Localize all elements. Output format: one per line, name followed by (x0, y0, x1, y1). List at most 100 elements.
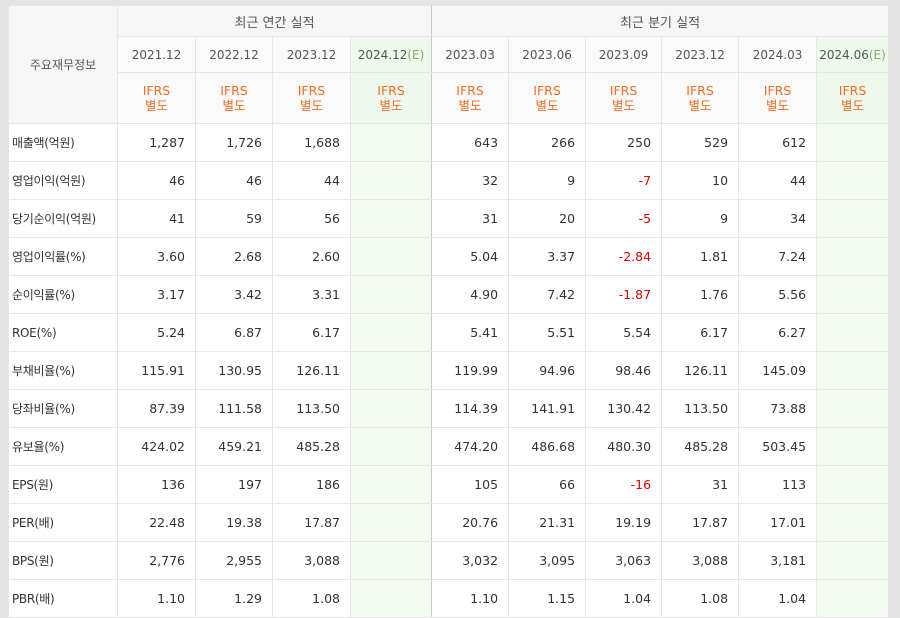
accounting-type: 별도 (688, 98, 712, 113)
value-cell: -7 (585, 161, 663, 200)
value-cell: 1,726 (195, 123, 273, 162)
value-cell: 7.24 (738, 237, 818, 276)
accounting-basis: IFRS 별도 (195, 72, 273, 124)
value-cell: 20 (508, 199, 587, 238)
accounting-basis: IFRS 별도 (117, 72, 196, 124)
value-cell: 44 (272, 161, 351, 200)
value-cell: 126.11 (661, 351, 740, 390)
value-cell: 3,063 (585, 541, 663, 580)
value-cell: 9 (508, 161, 587, 200)
period-header: 2021.12 (117, 36, 196, 73)
table-row: 순이익률(%) 3.17 3.42 3.31 4.90 7.42 -1.87 1.76 5.56 (8, 275, 888, 314)
value-cell: 22.48 (117, 503, 196, 542)
value-cell: 17.87 (661, 503, 740, 542)
value-cell (816, 427, 888, 466)
value-cell (349, 427, 433, 466)
accounting-standard: IFRS (609, 83, 638, 98)
row-label: PBR(배) (8, 579, 118, 618)
table-row: 영업이익(억원) 46 46 44 32 9 -7 10 44 (8, 161, 888, 200)
value-cell: 424.02 (117, 427, 196, 466)
row-label: 영업이익(억원) (8, 161, 118, 200)
table-row: 당좌비율(%) 87.39 111.58 113.50 114.39 141.91 130.… (8, 389, 888, 428)
value-cell: 1.81 (661, 237, 740, 276)
accounting-standard: IFRS (297, 83, 326, 98)
value-cell: 113 (738, 465, 818, 504)
accounting-basis: IFRS 별도 (431, 72, 510, 124)
value-cell: 31 (431, 199, 510, 238)
value-cell: 3,095 (508, 541, 587, 580)
value-cell (349, 313, 433, 352)
table-body: 매출액(억원) 1,287 1,726 1,688 643 266 250 529 612 영업이… (8, 123, 888, 618)
value-cell: 17.01 (738, 503, 818, 542)
value-cell: 46 (195, 161, 273, 200)
value-cell: 3,181 (738, 541, 818, 580)
value-cell: 115.91 (117, 351, 196, 390)
value-cell: 119.99 (431, 351, 510, 390)
accounting-type: 별도 (841, 98, 865, 113)
accounting-basis: IFRS 별도 (661, 72, 740, 124)
value-cell: 5.51 (508, 313, 587, 352)
value-cell: 114.39 (431, 389, 510, 428)
period-label: 2023.06 (522, 47, 572, 62)
value-cell: 186 (272, 465, 351, 504)
value-cell: 1,688 (272, 123, 351, 162)
value-cell: 3.37 (508, 237, 587, 276)
value-cell (349, 579, 433, 618)
accounting-basis: IFRS 별도 (738, 72, 818, 124)
period-header: 2024.12(E) (349, 36, 433, 73)
period-header-row: 2021.12 2022.12 2023.12 2024.12(E) 2023.03 20… (9, 36, 888, 73)
row-label: 매출액(억원) (8, 123, 118, 162)
period-header: 2023.12 (661, 36, 740, 73)
accounting-type: 별도 (766, 98, 790, 113)
value-cell: 4.90 (431, 275, 510, 314)
value-cell: 73.88 (738, 389, 818, 428)
value-cell (816, 313, 888, 352)
value-cell (816, 161, 888, 200)
accounting-basis: IFRS 별도 (585, 72, 663, 124)
value-cell: 145.09 (738, 351, 818, 390)
value-cell: 1,287 (117, 123, 196, 162)
value-cell: 87.39 (117, 389, 196, 428)
value-cell: 1.10 (431, 579, 510, 618)
value-cell: 32 (431, 161, 510, 200)
value-cell: 21.31 (508, 503, 587, 542)
accounting-standard: IFRS (142, 83, 171, 98)
row-label: 당좌비율(%) (8, 389, 118, 428)
accounting-type: 별도 (612, 98, 636, 113)
table-row: 유보율(%) 424.02 459.21 485.28 474.20 486.68 480.… (8, 427, 888, 466)
period-header: 2023.06 (508, 36, 587, 73)
value-cell (816, 123, 888, 162)
financial-table: 주요재무정보 최근 연간 실적 최근 분기 실적 2021.12 2022.12 2… (8, 5, 888, 618)
value-cell: 643 (431, 123, 510, 162)
period-label: 2023.12 (286, 47, 337, 62)
table-row: 매출액(억원) 1,287 1,726 1,688 643 266 250 529 612 (8, 123, 888, 162)
value-cell: 20.76 (431, 503, 510, 542)
row-label: 부채비율(%) (8, 351, 118, 390)
value-cell (349, 389, 433, 428)
value-cell: 6.87 (195, 313, 273, 352)
period-header: 2022.12 (195, 36, 273, 73)
row-label: 유보율(%) (8, 427, 118, 466)
value-cell: 5.24 (117, 313, 196, 352)
table-row: PBR(배) 1.10 1.29 1.08 1.10 1.15 1.04 1.08 1.04 (8, 579, 888, 618)
value-cell (349, 123, 433, 162)
value-cell (349, 465, 433, 504)
row-label: 영업이익률(%) (8, 237, 118, 276)
value-cell: 250 (585, 123, 663, 162)
value-cell: 46 (117, 161, 196, 200)
value-cell (349, 237, 433, 276)
value-cell: 1.08 (272, 579, 351, 618)
value-cell (349, 503, 433, 542)
value-cell: 1.15 (508, 579, 587, 618)
value-cell: 7.42 (508, 275, 587, 314)
accounting-standard: IFRS (377, 83, 405, 98)
value-cell: 34 (738, 199, 818, 238)
value-cell: 105 (431, 465, 510, 504)
value-cell (816, 199, 888, 238)
period-label: 2023.12 (675, 47, 725, 62)
value-cell: 1.04 (585, 579, 663, 618)
table-row: ROE(%) 5.24 6.87 6.17 5.41 5.51 5.54 6.17 6.27 (8, 313, 888, 352)
value-cell: 41 (117, 199, 196, 238)
table-row: 당기순이익(억원) 41 59 56 31 20 -5 9 34 (8, 199, 888, 238)
value-cell: 480.30 (585, 427, 663, 466)
